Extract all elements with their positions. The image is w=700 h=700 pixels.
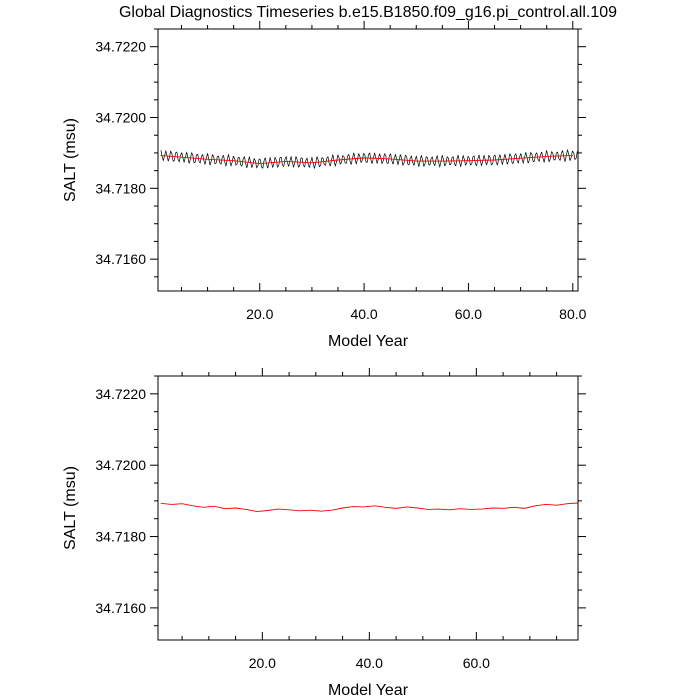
x-tick-label: 60.0 — [463, 655, 490, 671]
y-tick-label: 34.7220 — [95, 386, 146, 402]
y-tick-label: 34.7180 — [95, 529, 146, 545]
x-axis-label: Model Year — [328, 333, 409, 350]
y-tick-label: 34.7160 — [95, 251, 146, 267]
y-tick-label: 34.7180 — [95, 180, 146, 196]
figure-title: Global Diagnostics Timeseries b.e15.B185… — [119, 4, 617, 21]
series-line-monthly — [160, 148, 579, 170]
x-axis-label: Model Year — [328, 682, 409, 699]
y-axis-label: SALT (msu) — [62, 466, 79, 550]
x-tick-label: 40.0 — [356, 655, 383, 671]
plot-frame — [157, 375, 579, 641]
y-tick-label: 34.7200 — [95, 457, 146, 473]
series-line-annual — [160, 154, 573, 164]
plot-top: 20.0 40.0 60.0 80.0 34.7160 34.7180 34.7200 34.… — [62, 21, 587, 350]
x-tick-label: 60.0 — [455, 306, 482, 322]
plot-bottom: 20.0 40.0 60.0 34.7160 34.7180 34.7200 34.7220… — [62, 368, 586, 699]
x-tick-label: 40.0 — [350, 306, 377, 322]
series-line-annual — [160, 502, 579, 513]
y-tick-label: 34.7220 — [95, 39, 146, 55]
x-tick-label: 20.0 — [246, 306, 273, 322]
plot-frame — [157, 28, 579, 292]
y-tick-label: 34.7200 — [95, 110, 146, 126]
y-axis-label: SALT (msu) — [62, 118, 79, 202]
y-tick-label: 34.7160 — [95, 600, 146, 616]
x-tick-label: 80.0 — [559, 306, 586, 322]
x-tick-label: 20.0 — [249, 655, 276, 671]
